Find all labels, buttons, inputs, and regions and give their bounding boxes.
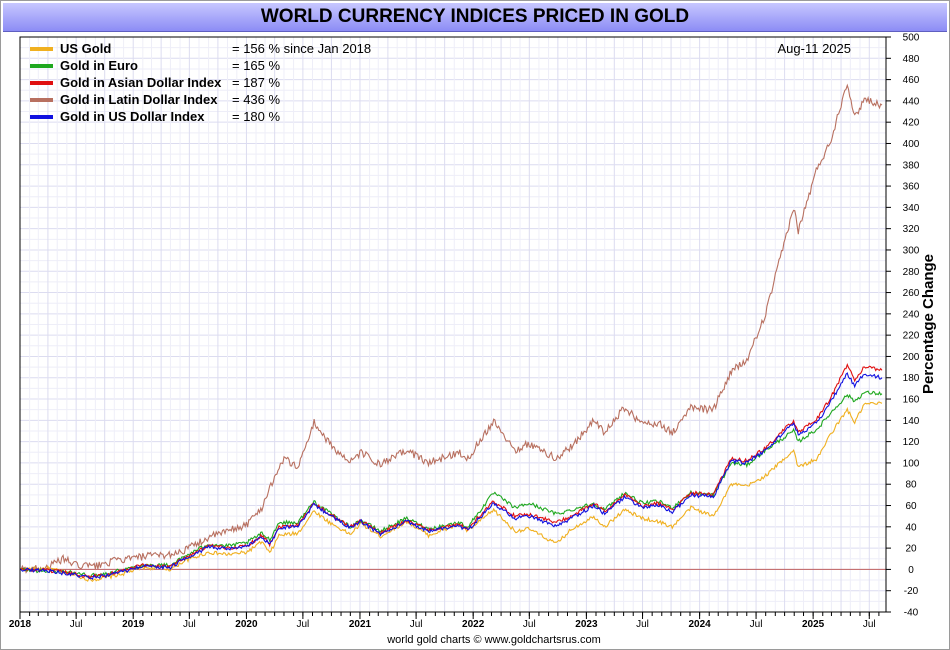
y-tick-label: 40 (905, 522, 917, 533)
x-tick-label: Jul (183, 619, 196, 630)
y-tick-label: 280 (903, 267, 920, 278)
y-tick-label: 240 (903, 309, 920, 320)
y-axis-label: Percentage Change (920, 254, 937, 394)
date-label: Aug-11 2025 (778, 41, 852, 56)
y-tick-label: 380 (903, 160, 920, 171)
x-tick-label: Jul (750, 619, 763, 630)
x-tick-label: Jul (636, 619, 649, 630)
x-tick-label: Jul (70, 619, 83, 630)
y-tick-label: 0 (908, 565, 914, 576)
y-tick-label: 120 (903, 437, 920, 448)
legend-value: = 156 % since Jan 2018 (232, 41, 371, 56)
legend-value: = 436 % (232, 92, 281, 107)
x-tick-label: 2021 (349, 619, 372, 630)
legend-value: = 165 % (232, 58, 281, 73)
x-tick-label: 2023 (575, 619, 598, 630)
x-tick-label: 2024 (688, 619, 711, 630)
y-tick-label: 220 (903, 331, 920, 342)
legend-value: = 187 % (232, 75, 281, 90)
plot-border (19, 36, 887, 613)
y-tick-label: 320 (903, 224, 920, 235)
series-line-gold-in-us-dollar-index (19, 372, 883, 581)
x-tick-label: Jul (410, 619, 423, 630)
y-tick-label: 140 (903, 416, 920, 427)
chart-title: WORLD CURRENCY INDICES PRICED IN GOLD (3, 3, 947, 32)
legend-label: Gold in US Dollar Index (60, 109, 205, 124)
y-tick-label: 460 (903, 75, 920, 86)
y-tick-label: 340 (903, 203, 920, 214)
y-tick-label: 360 (903, 182, 920, 193)
legend-label: Gold in Asian Dollar Index (60, 75, 222, 90)
y-tick-label: 420 (903, 118, 920, 129)
y-tick-label: 500 (903, 33, 920, 44)
x-tick-label: 2018 (9, 619, 32, 630)
y-tick-label: 180 (903, 373, 920, 384)
y-tick-label: 200 (903, 352, 920, 363)
y-tick-label: 100 (903, 458, 920, 469)
legend-value: = 180 % (232, 109, 281, 124)
y-tick-label: 160 (903, 395, 920, 406)
y-tick-label: 300 (903, 245, 920, 256)
x-tick-label: Jul (863, 619, 876, 630)
x-tick-label: Jul (523, 619, 536, 630)
footer-credit: world gold charts © www.goldchartsrus.co… (386, 634, 601, 646)
x-tick-label: 2022 (462, 619, 485, 630)
legend-label: Gold in Latin Dollar Index (60, 92, 218, 107)
x-tick-label: 2020 (235, 619, 258, 630)
y-tick-label: -20 (904, 586, 919, 597)
y-tick-label: 480 (903, 54, 920, 65)
x-tick-label: 2025 (802, 619, 825, 630)
legend-label: US Gold (60, 41, 111, 56)
y-tick-label: 20 (905, 544, 917, 555)
grid (19, 36, 886, 613)
axes: 5004804604404204003803603403203002802602… (9, 33, 920, 631)
legend-label: Gold in Euro (60, 58, 138, 73)
y-tick-label: -40 (904, 608, 919, 619)
series-layer (19, 83, 883, 583)
x-tick-label: Jul (296, 619, 309, 630)
series-line-gold-in-latin-dollar-index (19, 83, 883, 574)
y-tick-label: 260 (903, 288, 920, 299)
y-tick-label: 60 (905, 501, 917, 512)
y-tick-label: 440 (903, 96, 920, 107)
y-tick-label: 80 (905, 480, 917, 491)
y-tick-label: 400 (903, 139, 920, 150)
legend: US Gold = 156 % since Jan 2018 Gold in Eur… (30, 41, 371, 124)
x-tick-label: 2019 (122, 619, 145, 630)
